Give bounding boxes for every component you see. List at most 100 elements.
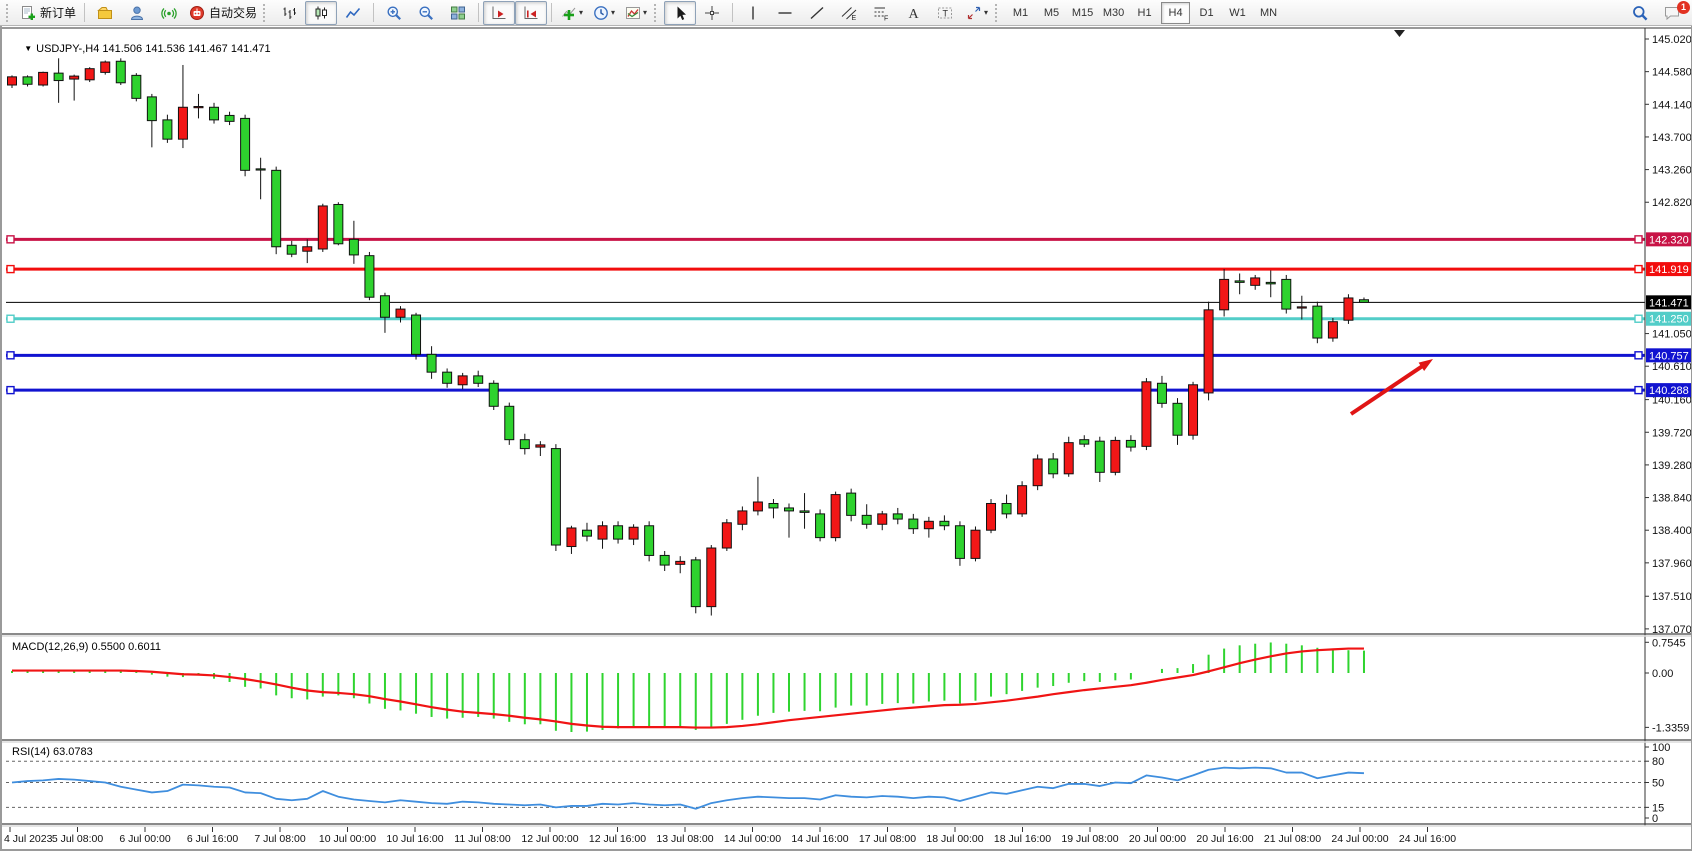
signals-button[interactable] <box>153 1 185 25</box>
toolbar-separator <box>732 3 734 22</box>
candle <box>861 504 872 529</box>
candle <box>302 239 313 264</box>
candlestick-button[interactable] <box>305 0 338 25</box>
time-tick-label: 7 Jul 08:00 <box>254 833 306 845</box>
hline-handle[interactable] <box>6 264 15 274</box>
timeframe-button-h4[interactable]: H4 <box>1161 1 1191 24</box>
time-tick-label: 24 Jul 16:00 <box>1399 833 1456 845</box>
search-button[interactable] <box>1624 1 1656 25</box>
dropdown-arrow-icon[interactable]: ▾ <box>643 8 648 17</box>
zoom-out-button[interactable] <box>410 1 442 25</box>
arrows-button[interactable]: ▾ <box>961 1 993 25</box>
hline-object-141.250[interactable] <box>6 314 1645 323</box>
hline-handle[interactable] <box>6 314 15 323</box>
price-tick-label: 139.720 <box>1652 427 1691 439</box>
rsi-indicator-label: RSI(14) 63.0783 <box>12 746 93 758</box>
candle <box>1110 436 1121 476</box>
hline-handle[interactable] <box>6 385 15 395</box>
candle <box>784 503 794 538</box>
toolbar-grip-handle[interactable] <box>654 3 660 22</box>
timeframe-button-m5[interactable]: M5 <box>1043 6 1060 19</box>
line-chart-button[interactable] <box>337 1 369 25</box>
new-order-button[interactable]: 新订单 <box>16 1 80 25</box>
chart-plot-area[interactable] <box>2 26 1691 849</box>
candle <box>1141 378 1152 451</box>
community-button[interactable] <box>121 1 153 25</box>
price-axis[interactable]: 145.020 144.580 144.140 143.700 143.260 142.8… <box>1644 28 1691 826</box>
crosshair-button[interactable] <box>696 1 728 25</box>
chart-shift-button[interactable] <box>483 0 516 25</box>
vline-button[interactable] <box>737 1 769 25</box>
hline-handle[interactable] <box>6 351 15 360</box>
time-axis[interactable]: 4 Jul 2023 5 Jul 08:00 6 Jul 00:00 6 Jul 16… <box>4 827 1456 845</box>
zoom-in-button[interactable] <box>378 1 410 25</box>
hline-object-141.919[interactable] <box>6 264 1645 274</box>
timeframe-button-w1[interactable]: W1 <box>1229 6 1246 19</box>
price-tag-141.919: 141.919 <box>1646 262 1691 277</box>
line-chart-icon <box>345 5 361 21</box>
candle <box>1156 375 1167 408</box>
hline-object-140.288[interactable] <box>6 385 1645 395</box>
price-tick-label: 140.160 <box>1652 395 1691 407</box>
hline-handle[interactable] <box>1634 235 1643 244</box>
channel-button[interactable]: E <box>833 1 865 25</box>
dropdown-arrow-icon[interactable]: ▾ <box>984 8 989 17</box>
candle <box>846 488 857 522</box>
time-tick-label: 19 Jul 08:00 <box>1061 833 1118 845</box>
toolbar-grip-handle[interactable] <box>6 3 12 22</box>
tile-windows-icon <box>450 5 466 21</box>
hline-handle[interactable] <box>1634 264 1643 274</box>
svg-text:141.919: 141.919 <box>1649 264 1689 276</box>
candle <box>613 521 624 544</box>
timeframe-button-h1[interactable]: H1 <box>1137 6 1152 19</box>
timeframe-button-mn[interactable]: MN <box>1259 6 1278 19</box>
macd-panel: 0.7545 0.00 -1.3359 <box>11 637 1689 740</box>
toolbar-grip-handle[interactable] <box>995 3 1001 22</box>
hline-handle[interactable] <box>6 235 15 244</box>
price-tick-label: 138.400 <box>1652 525 1691 537</box>
svg-text:141.471: 141.471 <box>1649 297 1689 309</box>
toolbar-grip-handle[interactable] <box>263 3 269 22</box>
arrows-icon <box>966 5 982 21</box>
chart-shift-marker[interactable] <box>1394 30 1405 37</box>
autotrade-label: 自动交易 <box>209 6 258 20</box>
rsi-tick-label: 50 <box>1652 778 1664 790</box>
templates-button[interactable]: ▾ <box>620 1 652 25</box>
candle <box>1017 481 1028 517</box>
candle <box>581 522 592 542</box>
candle <box>255 157 266 200</box>
hline-handle[interactable] <box>1634 385 1643 395</box>
candle <box>224 111 235 126</box>
timeframe-button-m15[interactable]: M15 <box>1071 6 1094 19</box>
trend-arrow-annotation[interactable] <box>1349 359 1433 416</box>
hline-button[interactable] <box>769 1 801 25</box>
timeframe-button-m1[interactable]: M1 <box>1012 6 1029 19</box>
price-tick-label: 139.280 <box>1652 460 1691 472</box>
bar-chart-button[interactable] <box>273 1 305 25</box>
charts-profile-button[interactable] <box>89 1 121 25</box>
autotrade-button[interactable]: 自动交易 <box>185 1 261 25</box>
periods-button[interactable]: ▾ <box>588 1 620 25</box>
svg-text:140.288: 140.288 <box>1649 385 1689 397</box>
timeframe-button-d1[interactable]: D1 <box>1199 6 1214 19</box>
chat-button[interactable]: 1 <box>1656 0 1690 25</box>
candle <box>1312 301 1323 344</box>
bar-chart-icon <box>281 5 297 21</box>
indicators-button[interactable]: ▾ <box>556 1 588 25</box>
dropdown-arrow-icon[interactable]: ▾ <box>611 8 616 17</box>
label-button[interactable]: T <box>929 1 961 25</box>
candle <box>970 526 981 562</box>
text-button[interactable]: A <box>897 1 929 25</box>
hline-handle[interactable] <box>1634 351 1643 360</box>
price-tick-label: 142.820 <box>1652 197 1691 209</box>
hline-handle[interactable] <box>1634 314 1643 323</box>
dropdown-arrow-icon[interactable]: ▾ <box>579 8 584 17</box>
timeframe-button-m30[interactable]: M30 <box>1102 6 1125 19</box>
tile-windows-button[interactable] <box>442 1 474 25</box>
trendline-button[interactable] <box>801 1 833 25</box>
chart-menu-caret-icon[interactable]: ▼ <box>24 44 33 53</box>
hline-object-140.757[interactable] <box>6 351 1645 360</box>
cursor-button[interactable] <box>664 0 697 25</box>
auto-scroll-button[interactable] <box>515 0 548 25</box>
fibonacci-button[interactable]: F <box>865 1 897 25</box>
